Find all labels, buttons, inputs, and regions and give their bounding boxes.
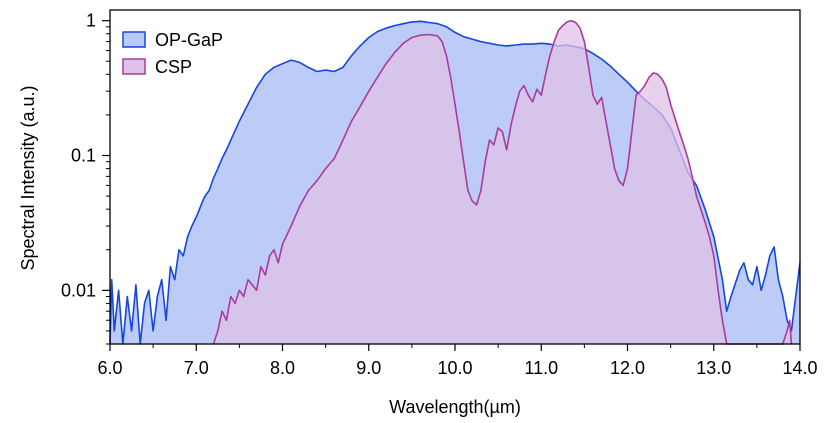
x-tick-label: 10.0 [437, 358, 472, 378]
series-line-op-gap [109, 20, 801, 345]
ticks-layer: 6.0 7.0 8.0 9.0 10.0 11.0 12.0 13.0 14.0 0.01 0.1 1 [61, 11, 818, 378]
legend-label-csp: CSP [155, 57, 192, 77]
legend: OP-GaP CSP [122, 30, 223, 77]
plot-layer [109, 19, 801, 345]
x-tick-label: 11.0 [524, 358, 558, 378]
x-tick-label: 13.0 [696, 358, 731, 378]
series-line-csp [212, 19, 793, 345]
x-axis-label: Wavelength(µm) [389, 397, 521, 417]
x-tick-label: 8.0 [270, 358, 295, 378]
x-tick-label: 9.0 [356, 358, 381, 378]
x-tick-label: 6.0 [97, 358, 122, 378]
y-tick-label: 0.1 [71, 146, 96, 166]
legend-swatch-op-gap [122, 31, 146, 48]
legend-swatch-csp [122, 58, 146, 75]
y-tick-label: 0.01 [61, 280, 96, 300]
y-axis-label: Spectral Intensity (a.u.) [18, 85, 38, 270]
series-area-csp [213, 20, 792, 344]
x-tick-label: 12.0 [610, 358, 645, 378]
x-tick-label: 14.0 [782, 358, 817, 378]
legend-label-op-gap: OP-GaP [155, 30, 223, 50]
x-tick-label: 7.0 [184, 358, 209, 378]
y-tick-label: 1 [86, 11, 96, 31]
